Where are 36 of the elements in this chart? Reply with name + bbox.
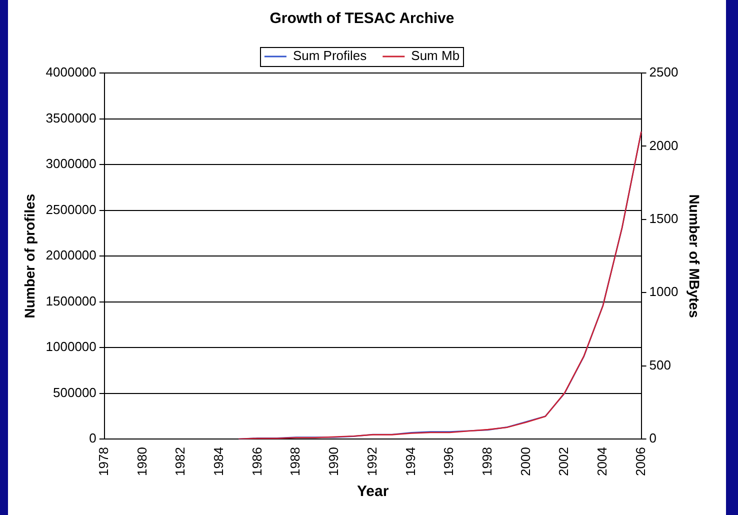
- x-tick-label: 1992: [364, 447, 380, 476]
- y2-tick-label: 1500: [649, 211, 678, 226]
- y2-tick-label: 1000: [649, 284, 678, 300]
- y-tick-label: 1000000: [46, 339, 96, 354]
- y2-tick-label: 2500: [649, 64, 678, 80]
- x-tick-label: 1990: [326, 447, 342, 476]
- y-tick-label: 500000: [53, 384, 96, 400]
- y2-tick-label: 0: [649, 430, 657, 446]
- y-tick-label: 3000000: [46, 156, 96, 172]
- x-tick-label: 1978: [96, 447, 111, 476]
- y-tick-label: 0: [89, 430, 96, 446]
- x-axis-title: Year: [356, 483, 389, 500]
- y-tick-label: 2500000: [46, 202, 96, 217]
- x-tick-label: 2000: [518, 447, 533, 476]
- y2-tick-label: 2000: [649, 138, 678, 153]
- x-tick-label: 1982: [172, 447, 188, 476]
- x-tick-label: 2002: [556, 447, 572, 476]
- y-tick-label: 2000000: [46, 248, 96, 263]
- x-tick-label: 1994: [402, 447, 418, 476]
- legend-label: Sum Profiles: [292, 48, 368, 64]
- legend-label: Sum Mb: [411, 48, 460, 64]
- y-tick-label: 4000000: [46, 64, 96, 80]
- x-tick-label: 1988: [288, 447, 303, 476]
- y2-axis-title: Number of MBytes: [686, 194, 703, 318]
- x-tick-label: 1986: [249, 447, 264, 476]
- y2-tick-label: 500: [649, 357, 671, 372]
- y-tick-label: 1500000: [46, 293, 96, 308]
- x-tick-label: 1996: [441, 447, 456, 476]
- y-axis-title: Number of profiles: [21, 194, 38, 318]
- x-tick-label: 1998: [479, 447, 494, 476]
- chart-title: Growth of TESAC Archive: [270, 10, 454, 28]
- x-tick-label: 2004: [594, 447, 610, 476]
- x-tick-label: 2006: [632, 447, 648, 476]
- x-tick-label: 1984: [211, 447, 226, 476]
- y-tick-label: 3500000: [46, 110, 96, 126]
- x-tick-label: 1980: [134, 447, 150, 476]
